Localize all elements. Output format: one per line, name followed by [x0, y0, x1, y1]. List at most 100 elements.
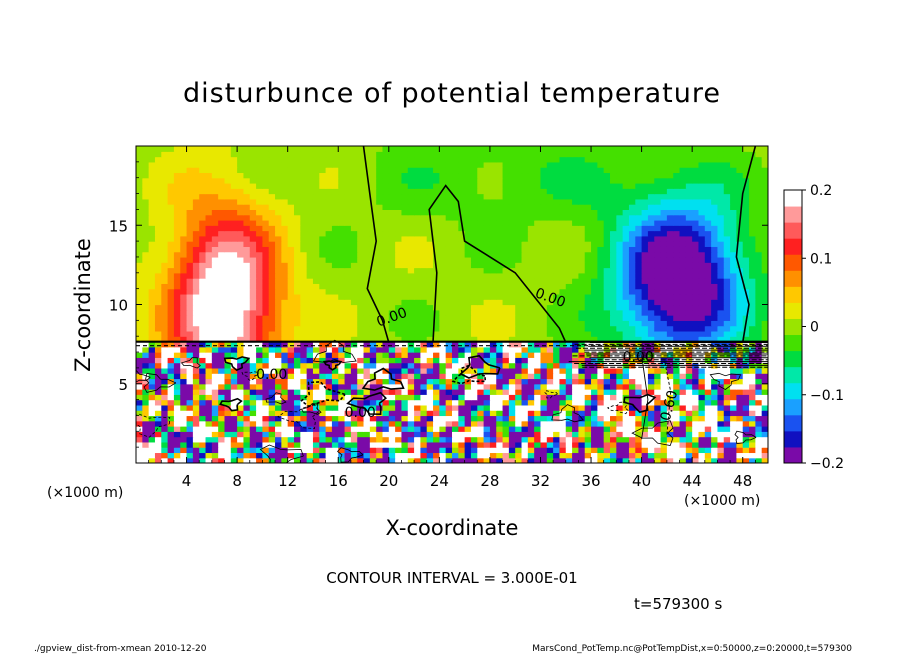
heatmap-cell — [224, 241, 232, 247]
heatmap-cell — [331, 352, 339, 358]
heatmap-cell — [521, 214, 529, 221]
heatmap-cell — [546, 378, 554, 385]
heatmap-cell — [331, 457, 339, 463]
heatmap-cell — [300, 394, 308, 401]
heatmap-cell — [591, 330, 598, 337]
heatmap-cell — [211, 204, 219, 210]
heatmap-cell — [717, 373, 725, 380]
heatmap-cell — [433, 352, 440, 358]
heatmap-cell — [167, 309, 175, 316]
heatmap-cell — [161, 225, 169, 232]
heatmap-cell — [698, 320, 706, 327]
heatmap-cell — [306, 410, 314, 417]
heatmap-cell — [237, 251, 245, 258]
heatmap-cell — [704, 320, 712, 327]
heatmap-cell — [616, 378, 624, 385]
heatmap-cell — [224, 309, 232, 316]
heatmap-cell — [603, 204, 611, 210]
heatmap-cell — [230, 309, 238, 316]
heatmap-cell — [546, 204, 554, 210]
heatmap-cell — [483, 293, 491, 300]
heatmap-cell — [192, 304, 200, 311]
heatmap-cell — [641, 426, 649, 432]
heatmap-cell — [654, 204, 662, 210]
heatmap-cell — [388, 452, 396, 459]
heatmap-cell — [186, 367, 194, 374]
heatmap-cell — [180, 267, 188, 274]
heatmap-cell — [350, 251, 358, 258]
heatmap-cell — [711, 415, 719, 422]
heatmap-cell — [161, 441, 169, 448]
heatmap-cell — [142, 272, 150, 279]
heatmap-cell — [660, 293, 668, 300]
heatmap-cell — [388, 315, 396, 321]
heatmap-cell — [685, 272, 693, 279]
heatmap-cell — [281, 367, 289, 374]
heatmap-cell — [452, 431, 459, 438]
heatmap-cell — [401, 452, 409, 459]
heatmap-cell — [452, 336, 459, 343]
heatmap-cell — [711, 293, 719, 300]
heatmap-cell — [546, 251, 554, 258]
heatmap-cell — [350, 209, 358, 216]
heatmap-cell — [414, 394, 421, 401]
heatmap-cell — [477, 198, 485, 205]
heatmap-cell — [508, 378, 516, 385]
heatmap-cell — [654, 431, 662, 438]
heatmap-cell — [325, 230, 333, 237]
heatmap-cell — [755, 256, 763, 263]
heatmap-cell — [717, 299, 725, 306]
heatmap-cell — [521, 341, 529, 348]
heatmap-cell — [679, 214, 687, 221]
heatmap-cell — [357, 320, 365, 327]
heatmap-cell — [572, 399, 579, 406]
heatmap-cell — [376, 219, 384, 226]
heatmap-cell — [698, 283, 706, 290]
heatmap-cell — [211, 431, 219, 438]
heatmap-cell — [515, 214, 523, 221]
heatmap-cell — [136, 230, 143, 237]
heatmap-cell — [256, 214, 263, 221]
heatmap-cell — [382, 447, 390, 454]
heatmap-cell — [698, 357, 706, 364]
heatmap-cell — [186, 225, 194, 232]
heatmap-cell — [622, 441, 630, 448]
heatmap-cell — [527, 278, 535, 284]
heatmap-cell — [521, 441, 529, 448]
heatmap-cell — [723, 225, 731, 232]
heatmap-cell — [515, 246, 523, 253]
heatmap-cell — [578, 431, 586, 438]
heatmap-cell — [616, 204, 624, 210]
heatmap-cell — [357, 373, 365, 380]
heatmap-cell — [654, 404, 662, 411]
heatmap-cell — [426, 288, 434, 295]
heatmap-cell — [262, 283, 270, 290]
heatmap-cell — [628, 431, 636, 438]
heatmap-cell — [312, 373, 320, 380]
heatmap-cell — [148, 415, 156, 422]
heatmap-cell — [205, 389, 213, 395]
heatmap-cell — [433, 404, 440, 411]
heatmap-cell — [565, 457, 573, 463]
heatmap-cell — [369, 283, 377, 290]
heatmap-cell — [376, 304, 384, 311]
heatmap-cell — [723, 436, 731, 443]
heatmap-cell — [565, 436, 573, 443]
heatmap-cell — [761, 420, 768, 427]
heatmap-cell — [508, 452, 516, 459]
heatmap-cell — [654, 336, 662, 343]
heatmap-cell — [647, 293, 655, 300]
heatmap-cell — [401, 304, 409, 311]
heatmap-cell — [173, 399, 181, 406]
heatmap-cell — [300, 452, 308, 459]
heatmap-cell — [414, 214, 421, 221]
heatmap-cell — [344, 410, 352, 417]
heatmap-cell — [610, 246, 617, 253]
heatmap-cell — [508, 367, 516, 374]
heatmap-cell — [470, 457, 478, 463]
heatmap-cell — [692, 373, 700, 380]
heatmap-cell — [635, 304, 643, 311]
heatmap-cell — [192, 198, 200, 205]
heatmap-cell — [622, 378, 630, 385]
heatmap-cell — [136, 362, 143, 369]
